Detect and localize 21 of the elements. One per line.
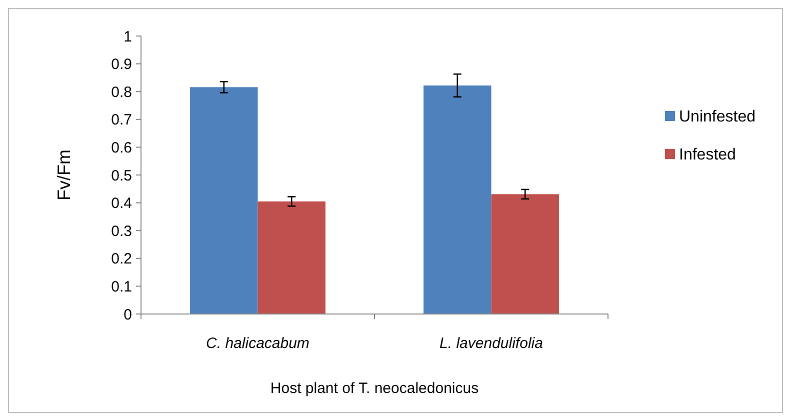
bar	[491, 194, 559, 314]
x-axis-title: Host plant of T. neocaledonicus	[270, 380, 479, 397]
x-tick-label: L. lavendulifolia	[440, 335, 543, 352]
y-tick-label: 0.9	[111, 56, 132, 74]
y-tick-label: 0.8	[111, 84, 132, 101]
y-tick-label: 1	[124, 28, 132, 46]
bar	[190, 87, 258, 314]
y-tick-label: 0.7	[111, 112, 132, 129]
y-tick-label: 0.4	[111, 195, 132, 212]
y-tick-label: 0.1	[111, 278, 132, 296]
legend-label: Uninfested	[679, 108, 756, 126]
y-tick-label: 0.5	[111, 167, 132, 184]
bar	[424, 85, 492, 314]
x-tick-label: C. halicacabum	[206, 335, 310, 352]
y-axis-title: Fv/Fm	[54, 150, 74, 200]
legend-label: Infested	[679, 146, 736, 164]
y-tick-label: 0.3	[111, 222, 132, 240]
y-tick-label: 0.6	[111, 139, 132, 156]
y-tick-label: 0	[124, 306, 132, 324]
y-tick-label: 0.2	[111, 250, 132, 268]
bar	[258, 201, 326, 314]
